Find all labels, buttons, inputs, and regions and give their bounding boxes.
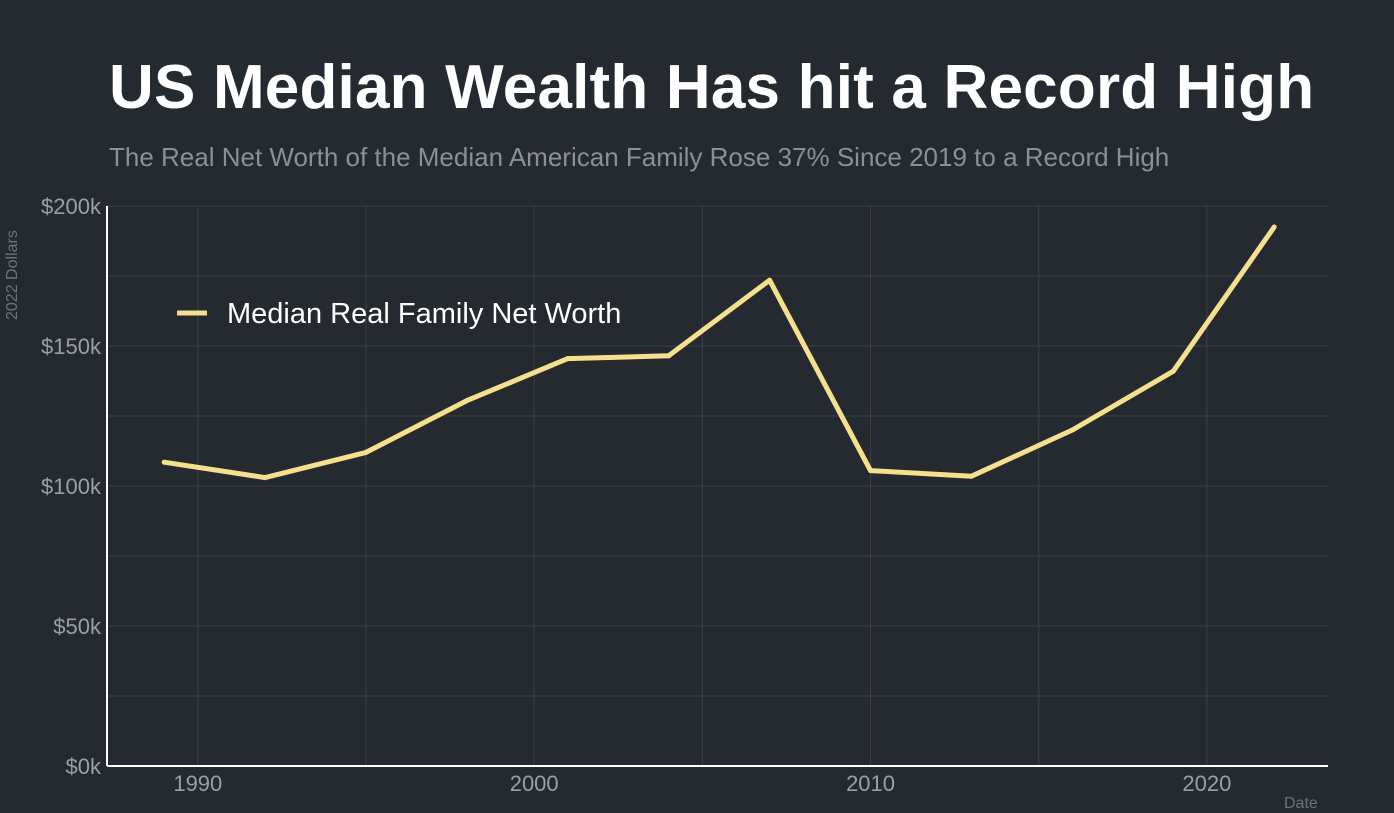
y-tick-label: $50k: [53, 614, 102, 639]
data-point: [363, 449, 369, 455]
data-point: [666, 353, 672, 359]
series-line: [163, 225, 1277, 481]
axes: [106, 206, 1328, 767]
y-tick-label: $0k: [66, 754, 102, 779]
x-tick-label: 1990: [173, 771, 222, 796]
x-tick-label: 2000: [510, 771, 559, 796]
x-tick-label: 2010: [846, 771, 895, 796]
chart-title: US Median Wealth Has hit a Record High: [109, 53, 1315, 122]
data-point: [565, 356, 571, 362]
legend: Median Real Family Net Worth: [177, 298, 621, 330]
data-point: [262, 475, 268, 481]
data-point: [968, 473, 974, 479]
data-point: [161, 459, 167, 465]
data-point: [1069, 427, 1075, 433]
data-point: [1271, 224, 1277, 230]
data-point: [767, 277, 773, 283]
tick-labels: $0k $50k $100k $150k $200k 1990 2000 2010 2020: [41, 194, 1231, 796]
data-point: [1170, 368, 1176, 374]
chart-subtitle: The Real Net Worth of the Median America…: [109, 142, 1170, 172]
data-point: [464, 398, 470, 404]
series-lines: [161, 224, 1277, 481]
y-tick-label: $200k: [41, 194, 102, 219]
legend-label: Median Real Family Net Worth: [227, 298, 621, 330]
data-point: [868, 468, 874, 474]
y-tick-label: $100k: [41, 474, 102, 499]
y-tick-label: $150k: [41, 334, 102, 359]
grid: [107, 205, 1328, 766]
x-tick-label: 2020: [1182, 771, 1231, 796]
